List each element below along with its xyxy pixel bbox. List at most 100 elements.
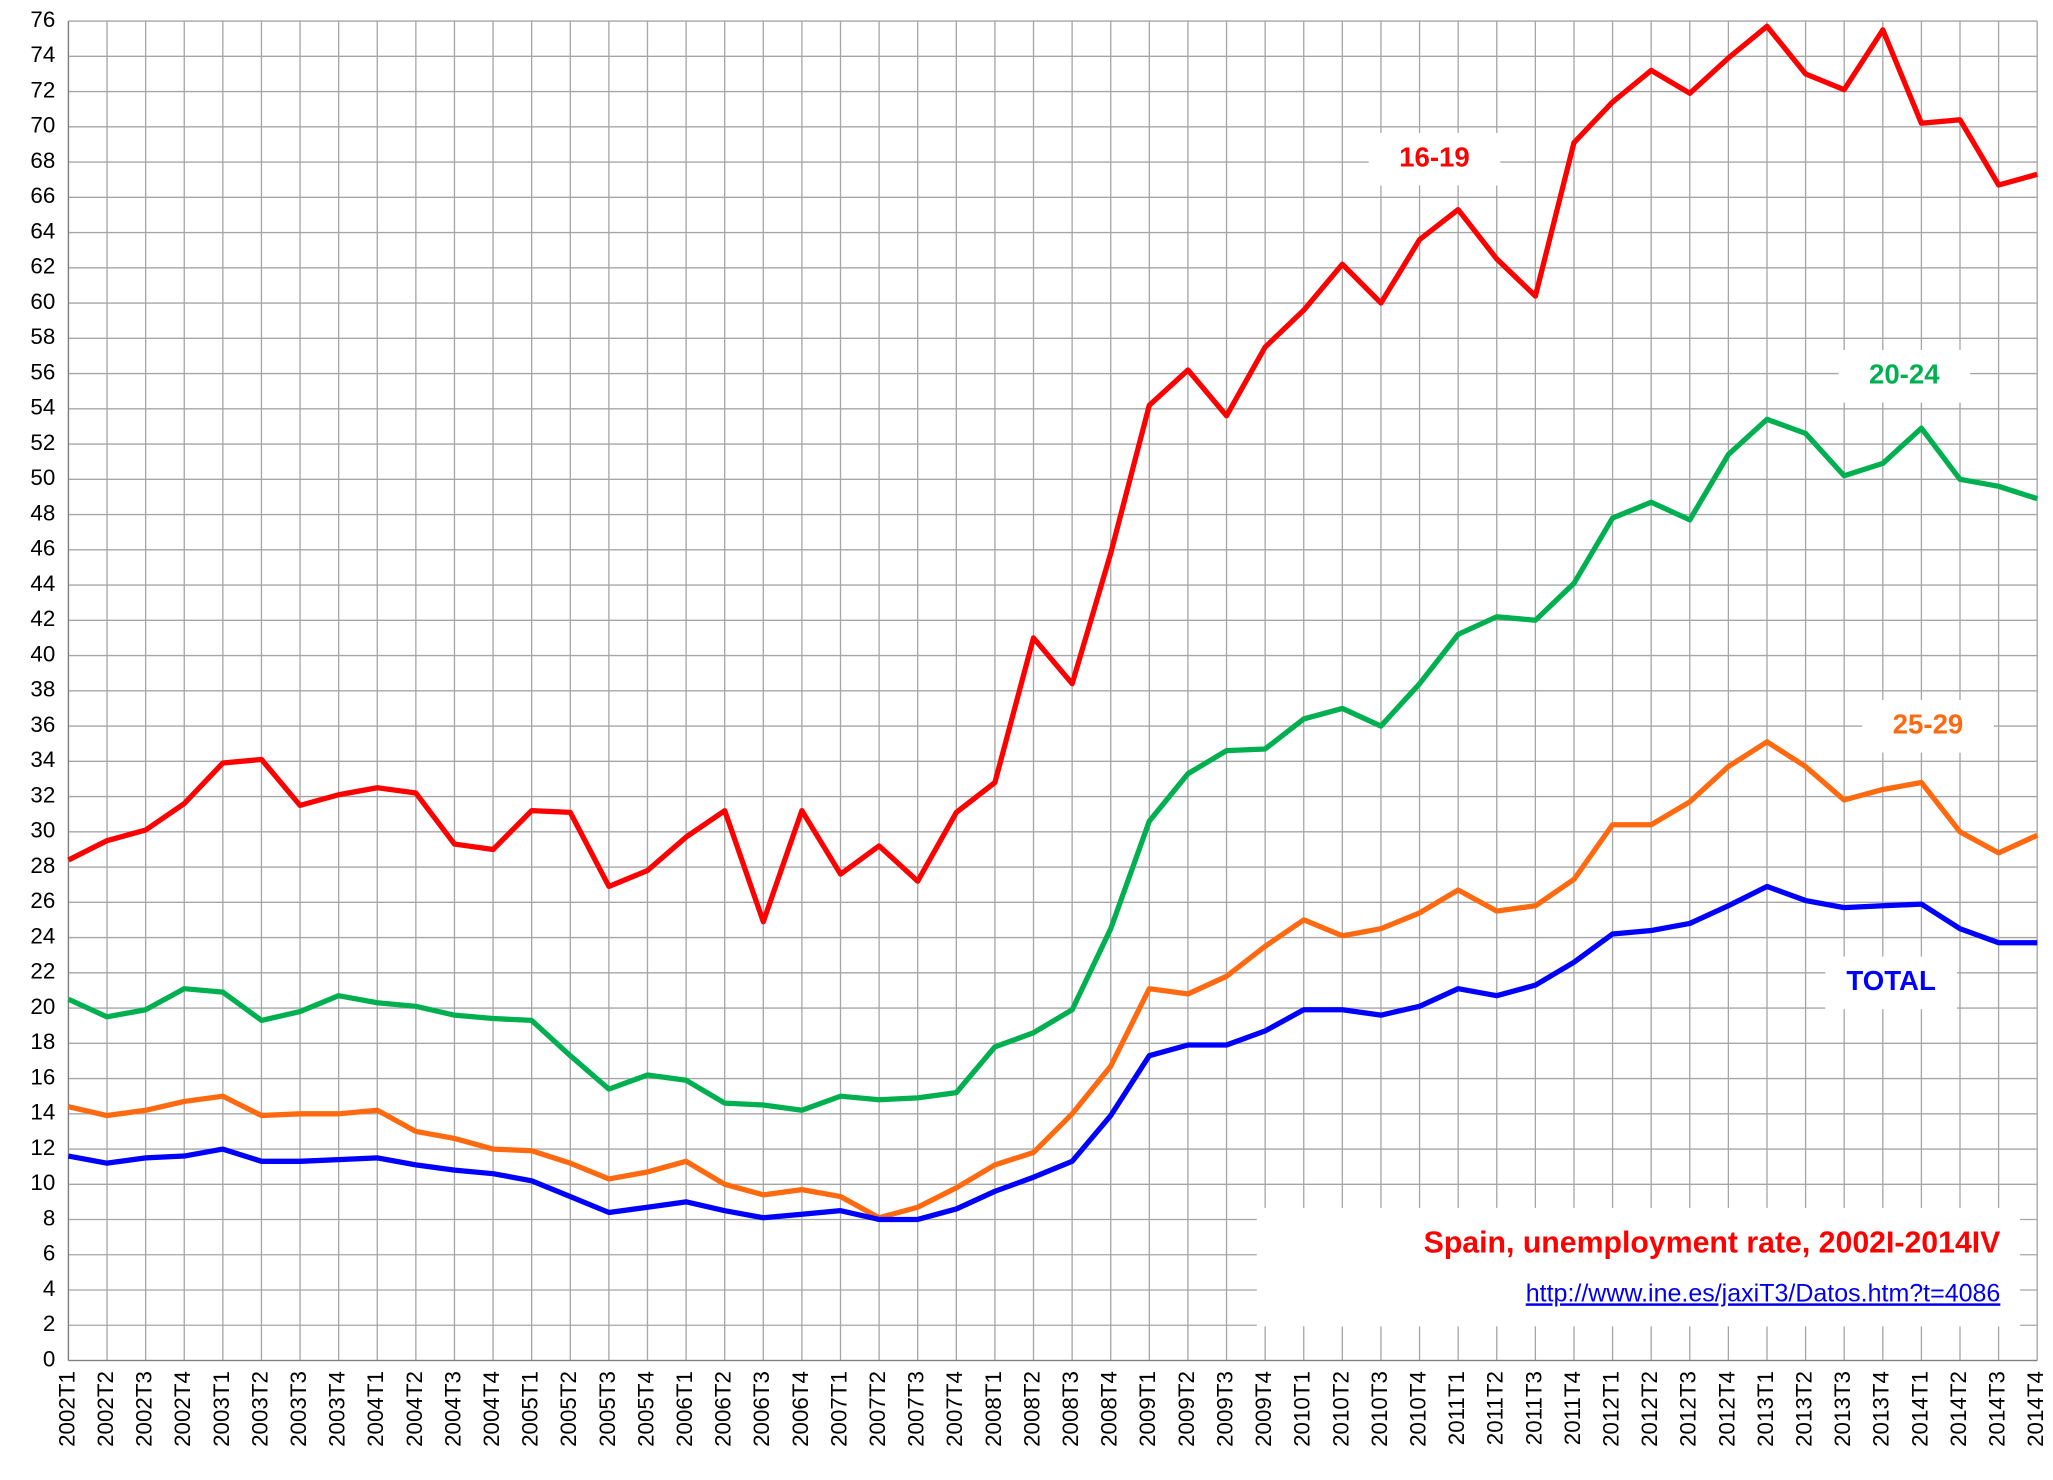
- x-tick-label: 2002T4: [170, 1371, 195, 1447]
- x-tick-label: 2002T2: [93, 1371, 118, 1447]
- series-label: 16-19: [1399, 142, 1470, 173]
- y-tick-label: 34: [30, 747, 55, 772]
- y-tick-label: 72: [30, 77, 55, 102]
- y-tick-label: 22: [30, 959, 55, 984]
- x-tick-label: 2011T3: [1521, 1371, 1546, 1445]
- y-tick-label: 30: [30, 818, 55, 843]
- x-tick-label: 2004T3: [440, 1371, 465, 1447]
- series-line: [67, 416, 2039, 1113]
- y-tick-label: 40: [30, 641, 55, 666]
- y-tick-label: 18: [30, 1029, 55, 1054]
- x-tick-label: 2010T2: [1328, 1371, 1353, 1447]
- y-tick-label: 44: [30, 571, 55, 596]
- x-tick-label: 2014T2: [1946, 1371, 1971, 1447]
- y-tick-label: 10: [30, 1170, 55, 1195]
- x-tick-label: 2007T4: [942, 1371, 967, 1447]
- x-tick-label: 2014T1: [1907, 1371, 1932, 1447]
- x-tick-label: 2003T1: [209, 1371, 234, 1447]
- y-tick-label: 58: [30, 324, 55, 349]
- chart-title: Spain, unemployment rate, 2002I-2014IV: [1424, 1227, 2001, 1260]
- y-tick-label: 66: [30, 183, 55, 208]
- x-tick-label: 2012T4: [1714, 1371, 1739, 1447]
- x-tick-label: 2003T3: [286, 1371, 311, 1447]
- series-label: TOTAL: [1846, 965, 1936, 996]
- x-tick-label: 2008T3: [1058, 1371, 1083, 1447]
- x-tick-label: 2006T3: [749, 1371, 774, 1447]
- series-label-box: [1838, 350, 1971, 403]
- x-tick-label: 2007T2: [865, 1371, 890, 1447]
- x-tick-label: 2011T4: [1560, 1371, 1585, 1445]
- y-tick-label: 6: [43, 1241, 55, 1266]
- y-tick-label: 60: [30, 289, 55, 314]
- y-tick-label: 70: [30, 113, 55, 138]
- x-tick-label: 2011T2: [1483, 1371, 1508, 1445]
- y-tick-label: 28: [30, 853, 55, 878]
- x-tick-label: 2002T3: [132, 1371, 157, 1447]
- x-tick-label: 2012T3: [1676, 1371, 1701, 1447]
- y-tick-label: 32: [30, 782, 55, 807]
- x-tick-label: 2014T3: [1985, 1371, 2010, 1447]
- x-tick-label: 2004T1: [363, 1371, 388, 1447]
- y-tick-label: 12: [30, 1135, 55, 1160]
- series-label: 20-24: [1869, 359, 1940, 390]
- y-tick-label: 46: [30, 536, 55, 561]
- y-tick-label: 50: [30, 465, 55, 490]
- x-tick-label: 2009T3: [1212, 1371, 1237, 1447]
- x-tick-label: 2010T3: [1367, 1371, 1392, 1447]
- x-tick-label: 2003T4: [325, 1371, 350, 1447]
- x-tick-label: 2009T1: [1135, 1371, 1160, 1447]
- y-tick-label: 8: [43, 1205, 55, 1230]
- series-label-box: [1862, 700, 1994, 753]
- series-label-box: [1368, 132, 1501, 186]
- y-tick-label: 74: [30, 42, 55, 67]
- x-tick-label: 2007T1: [826, 1371, 851, 1447]
- x-tick-label: 2009T2: [1174, 1371, 1199, 1447]
- x-tick-label: 2005T4: [633, 1371, 658, 1447]
- y-tick-label: 76: [30, 7, 55, 32]
- series-label: 25-29: [1893, 709, 1964, 740]
- x-tick-label: 2010T1: [1290, 1371, 1315, 1447]
- title-box: [1256, 1207, 2021, 1327]
- y-tick-label: 20: [30, 994, 55, 1019]
- x-tick-label: 2013T2: [1791, 1371, 1816, 1447]
- x-tick-label: 2004T2: [402, 1371, 427, 1447]
- x-tick-label: 2008T2: [1019, 1371, 1044, 1447]
- y-tick-label: 2: [43, 1311, 55, 1336]
- y-tick-label: 38: [30, 677, 55, 702]
- series-line: [67, 883, 2038, 1223]
- x-tick-label: 2004T4: [479, 1371, 504, 1447]
- x-tick-label: 2013T3: [1830, 1371, 1855, 1447]
- y-tick-label: 0: [43, 1346, 55, 1371]
- y-tick-label: 24: [30, 923, 55, 948]
- x-tick-label: 2006T2: [711, 1371, 736, 1447]
- source-link[interactable]: http://www.ine.es/jaxiT3/Datos.htm?t=408…: [1526, 1279, 2001, 1307]
- x-tick-label: 2012T1: [1598, 1371, 1623, 1447]
- y-tick-label: 62: [30, 254, 55, 279]
- x-tick-label: 2014T4: [2023, 1371, 2048, 1447]
- y-tick-label: 16: [30, 1064, 55, 1089]
- y-tick-label: 14: [30, 1100, 55, 1125]
- y-tick-label: 48: [30, 500, 55, 525]
- series-label-box: [1825, 956, 1957, 1010]
- y-tick-label: 64: [30, 218, 55, 243]
- x-tick-label: 2007T3: [904, 1371, 929, 1447]
- y-tick-label: 4: [43, 1276, 55, 1301]
- y-tick-label: 54: [30, 395, 55, 420]
- x-tick-label: 2011T1: [1444, 1371, 1469, 1445]
- y-tick-label: 42: [30, 606, 55, 631]
- y-tick-label: 68: [30, 148, 55, 173]
- x-tick-label: 2005T1: [518, 1371, 543, 1447]
- x-tick-label: 2003T2: [247, 1371, 272, 1447]
- x-tick-label: 2005T3: [595, 1371, 620, 1447]
- x-tick-label: 2010T4: [1405, 1371, 1430, 1447]
- x-tick-label: 2013T1: [1753, 1371, 1778, 1447]
- x-tick-label: 2013T4: [1869, 1371, 1894, 1447]
- x-tick-label: 2008T1: [981, 1371, 1006, 1447]
- x-tick-label: 2008T4: [1097, 1371, 1122, 1447]
- series-line: [67, 23, 2038, 925]
- x-tick-label: 2009T4: [1251, 1371, 1276, 1447]
- y-tick-label: 36: [30, 712, 55, 737]
- y-tick-label: 56: [30, 359, 55, 384]
- x-tick-label: 2002T1: [54, 1371, 79, 1447]
